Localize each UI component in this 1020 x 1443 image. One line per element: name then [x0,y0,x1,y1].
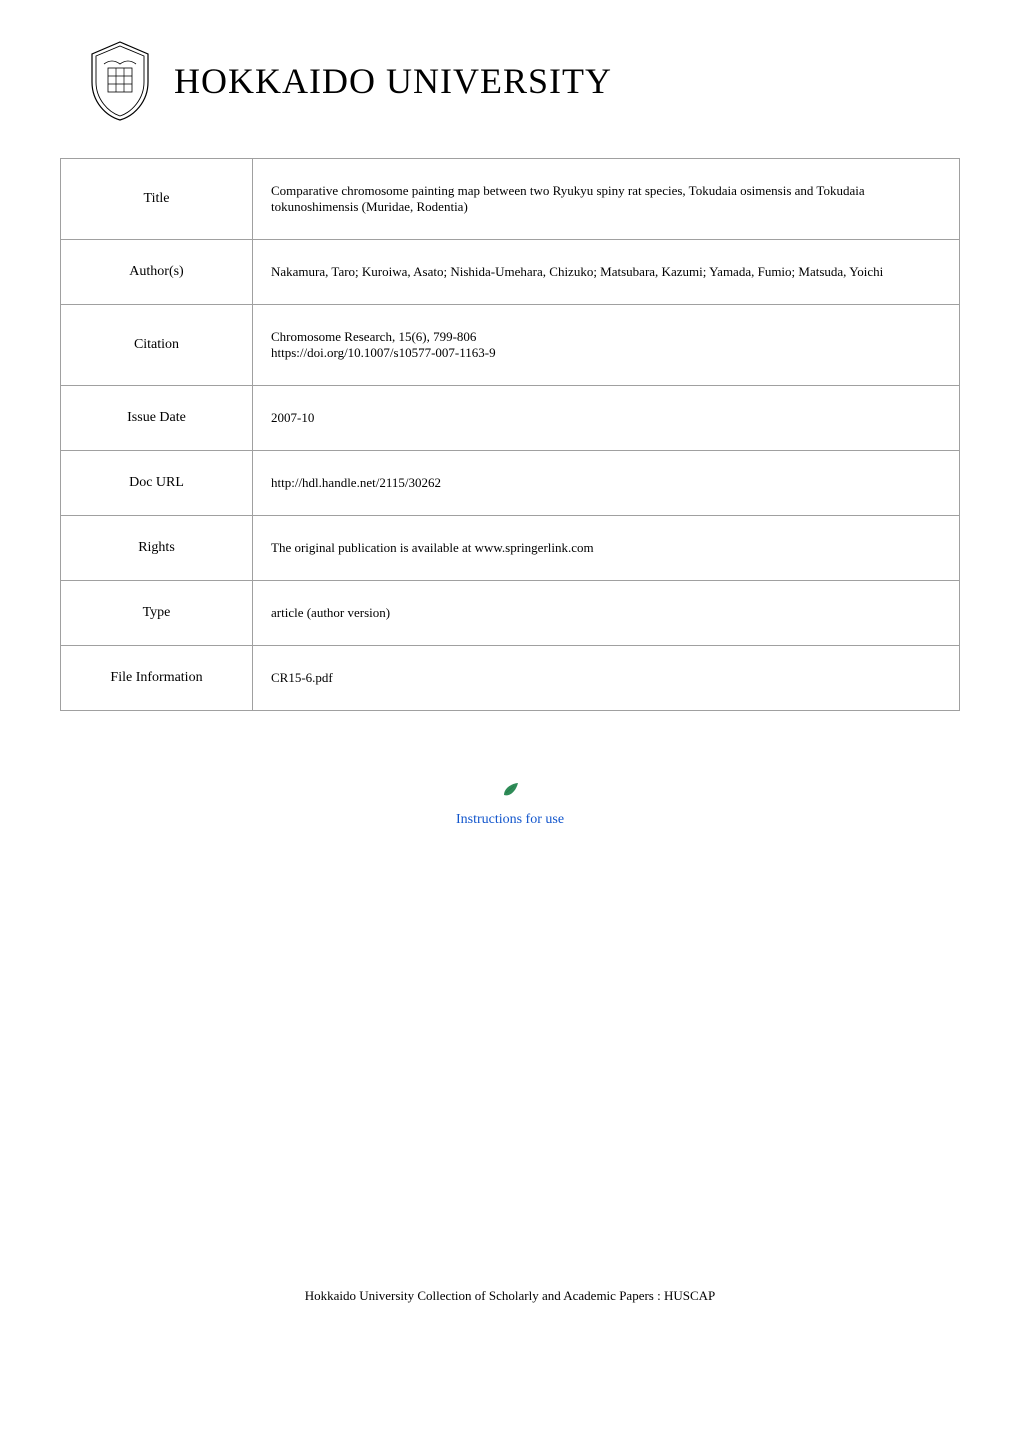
instructions-link[interactable]: Instructions for use [456,812,564,827]
page-footer: Hokkaido University Collection of Schola… [60,1288,960,1324]
table-row: File Information CR15-6.pdf [61,646,960,711]
row-value: article (author version) [253,581,960,646]
metadata-table: Title Comparative chromosome painting ma… [60,158,960,711]
university-name: HOKKAIDO UNIVERSITY [174,60,612,102]
table-row: Type article (author version) [61,581,960,646]
row-label: Author(s) [61,240,253,305]
row-value: Nakamura, Taro; Kuroiwa, Asato; Nishida-… [253,240,960,305]
instructions-block: Instructions for use [60,781,960,828]
row-label: Type [61,581,253,646]
row-value: Comparative chromosome painting map betw… [253,159,960,240]
row-label: File Information [61,646,253,711]
table-row: Author(s) Nakamura, Taro; Kuroiwa, Asato… [61,240,960,305]
university-crest-icon [84,40,156,122]
row-value: CR15-6.pdf [253,646,960,711]
row-value: The original publication is available at… [253,516,960,581]
table-row: Rights The original publication is avail… [61,516,960,581]
row-label: Doc URL [61,451,253,516]
table-row: Doc URL http://hdl.handle.net/2115/30262 [61,451,960,516]
row-label: Rights [61,516,253,581]
row-value: http://hdl.handle.net/2115/30262 [253,451,960,516]
row-label: Title [61,159,253,240]
table-row: Citation Chromosome Research, 15(6), 799… [61,305,960,386]
leaf-icon [500,781,520,804]
row-label: Citation [61,305,253,386]
table-row: Title Comparative chromosome painting ma… [61,159,960,240]
row-value: 2007-10 [253,386,960,451]
page-header: HOKKAIDO UNIVERSITY [60,40,960,122]
row-label: Issue Date [61,386,253,451]
table-row: Issue Date 2007-10 [61,386,960,451]
row-value: Chromosome Research, 15(6), 799-806 http… [253,305,960,386]
